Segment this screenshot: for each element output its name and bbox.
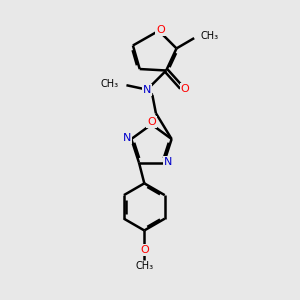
Text: N: N <box>164 157 172 167</box>
Text: CH₃: CH₃ <box>100 79 118 89</box>
Text: O: O <box>140 245 149 255</box>
Text: CH₃: CH₃ <box>201 31 219 41</box>
Text: O: O <box>181 84 189 94</box>
Text: O: O <box>147 117 156 127</box>
Text: CH₃: CH₃ <box>135 261 153 272</box>
Text: N: N <box>143 85 151 94</box>
Text: N: N <box>123 134 131 143</box>
Text: O: O <box>156 25 165 35</box>
